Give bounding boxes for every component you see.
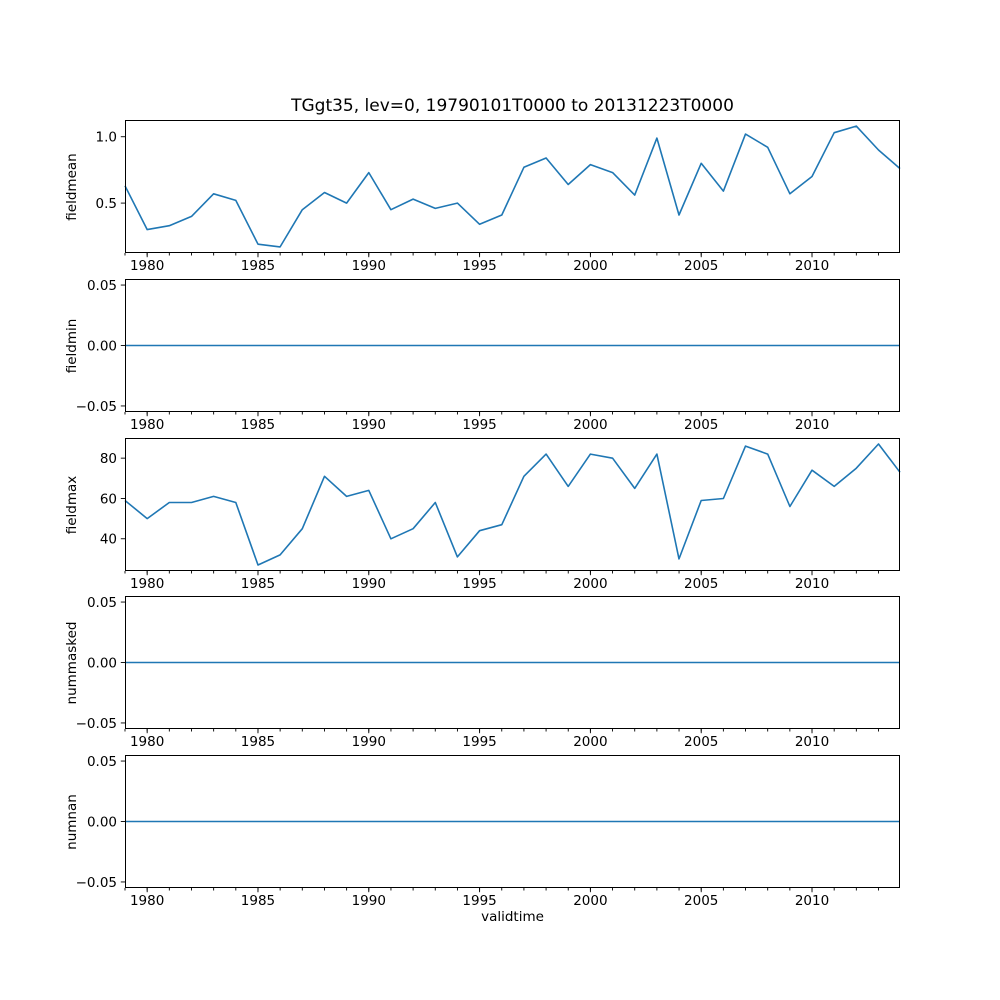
axes-frame bbox=[125, 438, 900, 571]
x-tick-label: 1985 bbox=[241, 734, 275, 750]
plot-area-fieldmin: 1980 1985 1990 1995 2000 2005 2010 0.05 0.00 −0.0… bbox=[76, 278, 900, 433]
y-axis-label-nummasked: nummasked bbox=[64, 621, 80, 704]
x-tick-label: 1990 bbox=[352, 258, 386, 274]
subplot-fieldmean: fieldmean 1980 1985 1990 1995 2000 2005 2010 1.… bbox=[64, 120, 901, 274]
y-tick-label: 0.05 bbox=[87, 278, 117, 294]
y-axis-label-numnan: numnan bbox=[64, 793, 80, 850]
x-tick-label: 1990 bbox=[352, 576, 386, 592]
x-tick-label: 2000 bbox=[573, 576, 607, 592]
x-tick-label: 1985 bbox=[241, 893, 275, 909]
y-tick-label: 0.00 bbox=[87, 814, 117, 830]
x-tick-label: 1995 bbox=[462, 734, 496, 750]
y-tick-label: 0.05 bbox=[87, 754, 117, 770]
x-tick-label: 1995 bbox=[462, 893, 496, 909]
y-tick-label: 0.05 bbox=[87, 595, 117, 611]
x-tick-label: 1985 bbox=[241, 417, 275, 433]
x-tick-label: 2000 bbox=[573, 893, 607, 909]
x-tick-label: 2010 bbox=[795, 893, 829, 909]
x-tick-label: 1990 bbox=[352, 734, 386, 750]
x-tick-label: 2010 bbox=[795, 576, 829, 592]
axes-frame bbox=[125, 120, 900, 253]
subplot-fieldmax: fieldmax 1980 1985 1990 1995 2000 2005 2010 80 6… bbox=[64, 438, 901, 592]
plot-area-nummasked: 1980 1985 1990 1995 2000 2005 2010 0.05 0.00 −0.0… bbox=[76, 595, 900, 750]
subplot-numnan: numnan 1980 1985 1990 1995 2000 2005 2010 0.05 0… bbox=[64, 754, 900, 909]
x-tick-label: 2005 bbox=[684, 893, 718, 909]
x-tick-label: 2010 bbox=[795, 258, 829, 274]
y-tick-label: −0.05 bbox=[76, 399, 117, 415]
x-tick-label: 2005 bbox=[684, 417, 718, 433]
x-tick-label: 1990 bbox=[352, 417, 386, 433]
axes-frame bbox=[125, 596, 900, 729]
y-tick-label: 40 bbox=[100, 532, 117, 548]
y-tick-label: 0.00 bbox=[87, 338, 117, 354]
y-axis-label-fieldmax: fieldmax bbox=[64, 475, 80, 534]
x-tick-label: 1985 bbox=[241, 258, 275, 274]
chart-title: TGgt35, lev=0, 19790101T0000 to 20131223… bbox=[291, 96, 734, 116]
x-tick-label: 1995 bbox=[462, 576, 496, 592]
subplot-fieldmin: fieldmin 1980 1985 1990 1995 2000 2005 2010 0.0… bbox=[64, 278, 900, 433]
plot-area-fieldmean: 1980 1985 1990 1995 2000 2005 2010 1.0 0.5 bbox=[96, 120, 901, 274]
x-axis-label: validtime bbox=[481, 909, 544, 925]
y-tick-label: 0.00 bbox=[87, 655, 117, 671]
x-tick-label: 1980 bbox=[130, 893, 164, 909]
y-tick-label: 1.0 bbox=[96, 130, 117, 146]
y-tick-label: 60 bbox=[100, 491, 117, 507]
axes-frame bbox=[125, 755, 900, 888]
x-tick-label: 1985 bbox=[241, 576, 275, 592]
x-tick-label: 2010 bbox=[795, 417, 829, 433]
y-tick-label: 80 bbox=[100, 451, 117, 467]
x-tick-label: 1990 bbox=[352, 893, 386, 909]
x-tick-label: 2005 bbox=[684, 258, 718, 274]
x-tick-label: 1995 bbox=[462, 258, 496, 274]
x-tick-label: 2000 bbox=[573, 417, 607, 433]
x-tick-label: 2005 bbox=[684, 734, 718, 750]
y-axis-label-fieldmin: fieldmin bbox=[64, 318, 80, 373]
axes-frame bbox=[125, 279, 900, 412]
y-tick-label: 0.5 bbox=[96, 196, 117, 212]
plot-area-numnan: 1980 1985 1990 1995 2000 2005 2010 0.05 0.00 −0.0… bbox=[76, 754, 900, 909]
x-tick-label: 1980 bbox=[130, 417, 164, 433]
data-line-fieldmax bbox=[124, 443, 901, 566]
x-tick-label: 1980 bbox=[130, 734, 164, 750]
subplot-nummasked: nummasked 1980 1985 1990 1995 2000 2005 2010 0.… bbox=[64, 595, 900, 750]
y-axis-label-fieldmean: fieldmean bbox=[64, 152, 80, 221]
y-tick-label: −0.05 bbox=[76, 716, 117, 732]
x-tick-label: 1980 bbox=[130, 576, 164, 592]
plot-area-fieldmax: 1980 1985 1990 1995 2000 2005 2010 80 60 40 bbox=[100, 438, 901, 592]
x-tick-label: 1980 bbox=[130, 258, 164, 274]
x-tick-label: 2000 bbox=[573, 734, 607, 750]
x-tick-label: 1995 bbox=[462, 417, 496, 433]
x-tick-label: 2005 bbox=[684, 576, 718, 592]
x-tick-label: 2000 bbox=[573, 258, 607, 274]
data-line-fieldmean bbox=[124, 125, 901, 248]
x-tick-label: 2010 bbox=[795, 734, 829, 750]
y-tick-label: −0.05 bbox=[76, 875, 117, 891]
